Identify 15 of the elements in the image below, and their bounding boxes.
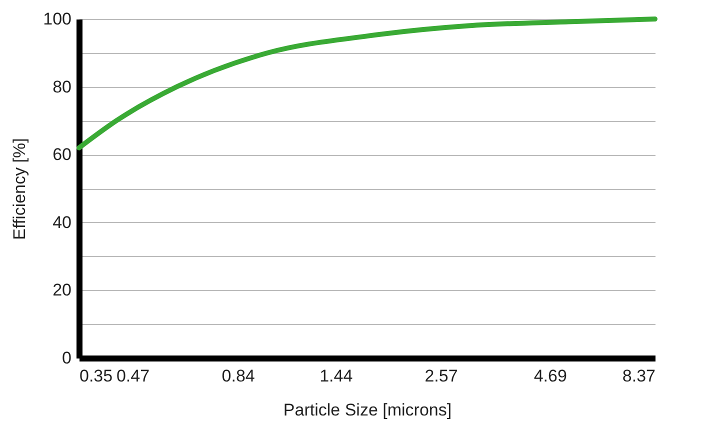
x-tick-label: 0.84 [222,366,255,386]
y-tick-label: 40 [52,212,72,232]
x-tick-label: 0.35 [80,366,113,386]
y-tick-label: 80 [52,77,72,96]
y-axis-title: Efficiency [%] [10,138,30,240]
x-tick-label: 0.47 [116,366,150,386]
y-tick-label: 20 [52,280,72,300]
y-tick-label: 60 [52,145,72,164]
x-tick-label: 4.69 [534,366,567,386]
x-tick-label: 8.37 [622,366,656,386]
x-axis-title: Particle Size [microns] [283,400,452,420]
x-tick-label: 2.57 [424,366,458,386]
y-tick-label: 0 [62,348,72,368]
y-tick-label: 100 [43,10,72,28]
x-tick-label: 1.44 [320,366,353,386]
